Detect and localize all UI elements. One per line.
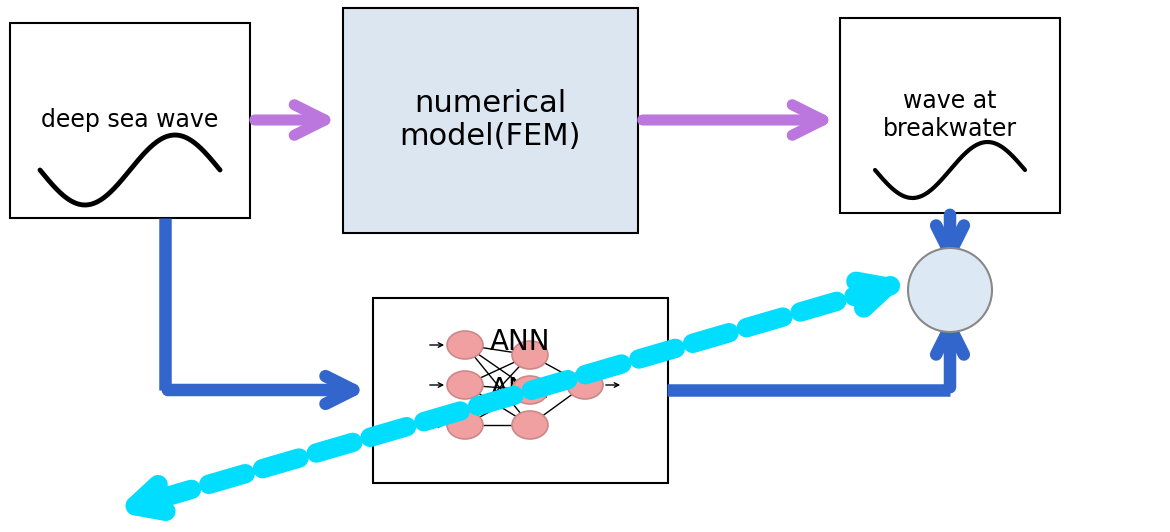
- Text: deep sea wave: deep sea wave: [41, 108, 219, 132]
- Ellipse shape: [512, 341, 548, 369]
- Bar: [11, 22, 250, 218]
- Text: ANN: ANN: [490, 328, 550, 355]
- Ellipse shape: [512, 376, 548, 404]
- Ellipse shape: [447, 371, 483, 399]
- Bar: [343, 7, 638, 232]
- Text: ANN: ANN: [490, 376, 550, 404]
- Circle shape: [908, 248, 992, 332]
- Bar: [372, 297, 668, 483]
- Bar: [840, 18, 1060, 212]
- Text: wave at
breakwater: wave at breakwater: [883, 89, 1017, 141]
- Ellipse shape: [567, 371, 603, 399]
- Text: numerical
model(FEM): numerical model(FEM): [399, 89, 580, 151]
- Ellipse shape: [447, 411, 483, 439]
- Ellipse shape: [447, 331, 483, 359]
- Ellipse shape: [512, 411, 548, 439]
